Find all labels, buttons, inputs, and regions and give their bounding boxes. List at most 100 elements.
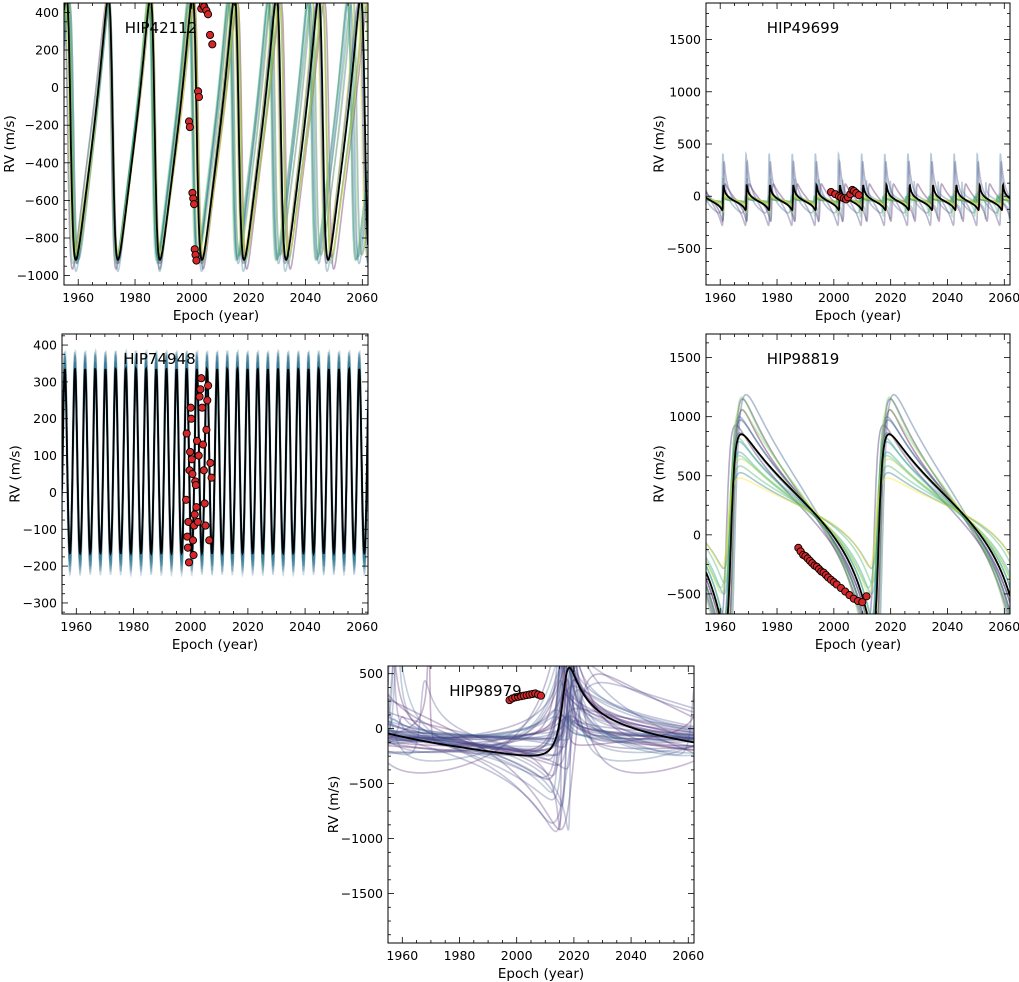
x-tick-label-4-2020: 2020 (875, 619, 907, 634)
rv-point-3-14 (189, 551, 198, 560)
y-tick-label-5--1000: −1000 (341, 831, 383, 846)
x-tick-label-3-2040: 2040 (289, 619, 321, 634)
y-tick-label-5--500: −500 (349, 776, 383, 791)
orbit-draw-5-33 (388, 682, 694, 750)
panel-3: 1960 1980 2000 2020 2040 2060 −300 −200 −100 0 100… (8, 333, 378, 653)
panel-1: 1960 1980 2000 2020 2040 2060−1000−800−600−40… (2, 2, 378, 324)
orbit-draw-5-14 (388, 666, 694, 750)
x-tick-label-5-2020: 2020 (558, 948, 590, 963)
x-tick-label-1-2040: 2040 (290, 290, 322, 305)
y-tick-label-1-200: 200 (35, 43, 59, 58)
x-tick-label-4-1960: 1960 (704, 619, 736, 634)
y-tick-label-3-200: 200 (33, 411, 57, 426)
plot-area-2 (706, 150, 1010, 227)
y-tick-label-3-0: 0 (49, 485, 57, 500)
orbit-draw-4-18 (706, 477, 1010, 568)
orbit-draw-5-44 (388, 718, 694, 742)
x-tick-label-3-1960: 1960 (60, 619, 92, 634)
y-tick-label-2--500: −500 (667, 241, 701, 256)
rv-point-4-24 (862, 592, 871, 601)
rv-point-3-30 (201, 521, 210, 530)
axes-frame-2 (705, 2, 1011, 286)
y-tick-label-1--400: −400 (25, 155, 59, 170)
rv-point-3-19 (192, 503, 201, 512)
rv-point-3-29 (200, 499, 209, 508)
x-tick-label-5-1960: 1960 (386, 948, 418, 963)
orbit-draw-4-16 (706, 458, 1010, 594)
orbit-draw-5-19 (388, 707, 694, 777)
y-tick-label-4--500: −500 (667, 586, 701, 601)
orbit-draw-1-11 (64, 3, 368, 262)
x-tick-label-5-2060: 2060 (672, 948, 704, 963)
orbit-draw-5-45 (388, 666, 694, 755)
rv-point-3-18 (191, 481, 200, 490)
orbit-draw-5-31 (388, 666, 694, 801)
orbit-draw-5-38 (388, 666, 694, 748)
y-tick-label-1--600: −600 (25, 193, 59, 208)
y-tick-label-2-0: 0 (693, 189, 701, 204)
x-axis-label-2: Epoch (year) (815, 308, 901, 324)
rv-point-3-2 (182, 429, 191, 438)
y-tick-label-1-0: 0 (51, 80, 59, 95)
rv-point-3-3 (183, 532, 192, 541)
orbit-draw-5-4 (388, 666, 694, 752)
x-tick-label-1-1980: 1980 (119, 290, 151, 305)
y-axis-label-4: RV (m/s) (652, 445, 668, 502)
y-axis-label-2: RV (m/s) (652, 115, 668, 172)
y-tick-label-1--800: −800 (25, 231, 59, 246)
y-tick-label-2-500: 500 (677, 137, 701, 152)
y-tick-label-3-100: 100 (33, 448, 57, 463)
rv-point-3-11 (187, 455, 196, 464)
x-tick-label-1-2020: 2020 (233, 290, 265, 305)
y-tick-label-5--1500: −1500 (341, 886, 383, 901)
orbit-draw-5-25 (388, 716, 694, 741)
rv-point-3-1 (182, 495, 191, 504)
panel-title-3: HIP74948 (123, 350, 195, 368)
y-axis-label-5: RV (m/s) (326, 776, 342, 833)
rv-point-3-6 (184, 558, 194, 567)
y-tick-label-5-0: 0 (375, 721, 383, 736)
rv-point-3-33 (204, 381, 213, 390)
rv-point-4-23 (858, 598, 867, 607)
orbit-draw-5-16 (388, 679, 694, 766)
rv-point-3-35 (206, 458, 215, 467)
orbit-draw-5-39 (388, 666, 694, 754)
x-tick-label-5-2000: 2000 (501, 948, 533, 963)
x-tick-label-2-1980: 1980 (761, 290, 793, 305)
rv-point-3-24 (196, 385, 205, 394)
orbit-draw-2-5 (706, 150, 1010, 214)
orbit-draw-5-42 (388, 709, 694, 742)
orbit-draw-5-17 (388, 679, 694, 744)
rv-point-3-4 (183, 543, 192, 552)
x-tick-label-1-2060: 2060 (346, 290, 378, 305)
orbit-draw-4-2 (706, 398, 1010, 614)
best-fit-orbit-1 (64, 3, 368, 261)
orbit-draw-5-37 (388, 715, 694, 740)
rv-point-3-34 (205, 536, 214, 545)
y-axis-label-3: RV (m/s) (8, 445, 24, 502)
orbit-draw-5-34 (388, 666, 694, 831)
rv-point-3-8 (186, 447, 195, 456)
orbit-draw-5-46 (388, 666, 694, 757)
x-tick-label-4-2000: 2000 (818, 619, 850, 634)
x-axis-label-1: Epoch (year) (173, 308, 259, 324)
orbit-draw-5-20 (388, 676, 694, 770)
rv-point-3-28 (199, 466, 208, 475)
panel-title-5: HIP98979 (449, 682, 521, 700)
x-tick-label-5-1980: 1980 (444, 948, 476, 963)
orbit-draw-5-23 (388, 666, 694, 741)
y-tick-label-4-1000: 1000 (669, 409, 701, 424)
rv-point-3-5 (184, 517, 193, 526)
rv-point-1-15 (203, 10, 213, 19)
x-tick-label-2-2000: 2000 (818, 290, 850, 305)
rv-point-3-20 (192, 436, 202, 445)
y-tick-label-1--1000: −1000 (17, 268, 59, 283)
rv-point-1-17 (208, 40, 217, 49)
orbit-draw-5-40 (388, 666, 694, 762)
y-tick-label-2-1000: 1000 (669, 84, 701, 99)
rv-point-2-12 (854, 191, 863, 200)
orbit-draw-5-24 (388, 666, 694, 833)
plot-area-5 (388, 666, 694, 833)
orbit-draw-5-2 (388, 666, 694, 753)
x-axis-label-5: Epoch (year) (498, 966, 584, 982)
